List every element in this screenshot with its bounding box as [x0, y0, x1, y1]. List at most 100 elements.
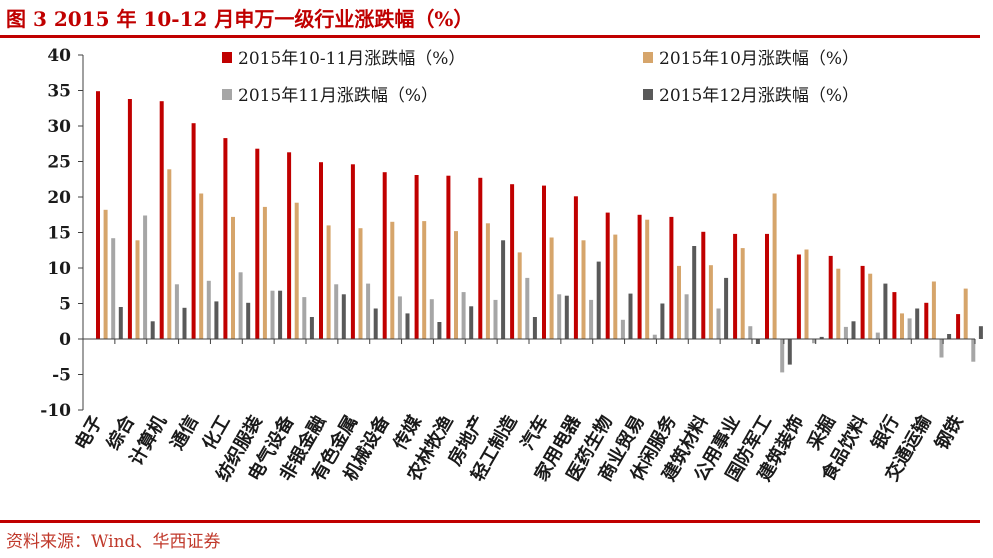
bar — [231, 216, 235, 339]
bar — [780, 339, 785, 373]
bar — [341, 294, 346, 339]
bar — [350, 164, 355, 339]
bar — [939, 339, 944, 358]
bar — [660, 303, 665, 339]
bar — [255, 148, 260, 339]
bar-chart: 4035302520151050-5-10电子综合计算机通信化工纺织服装电气设备… — [40, 46, 983, 486]
figure-header: 图 3 2015 年 10-12 月申万一级行业涨跌幅（%） — [0, 0, 993, 38]
bar — [645, 219, 650, 339]
bar — [366, 283, 371, 339]
bar — [309, 317, 314, 339]
bar — [557, 294, 562, 339]
bar — [150, 321, 155, 340]
bar — [748, 326, 753, 339]
bar — [733, 233, 738, 339]
bar — [135, 240, 140, 339]
x-tick-label: 通信 — [166, 412, 203, 454]
bar — [478, 177, 483, 339]
y-tick-label: 0 — [59, 330, 71, 350]
bar — [589, 299, 594, 339]
x-tick-label: 钢铁 — [930, 412, 967, 454]
bar — [238, 272, 243, 339]
bar — [159, 101, 164, 339]
bar — [542, 185, 546, 339]
bar — [931, 281, 936, 339]
y-tick-label: -10 — [40, 401, 71, 421]
y-tick-label: 30 — [47, 117, 71, 137]
bar — [613, 234, 618, 339]
legend-swatch — [643, 52, 653, 63]
bar — [573, 196, 578, 339]
bar — [334, 284, 339, 339]
y-tick-label: 15 — [47, 224, 71, 244]
bar — [875, 332, 880, 339]
legend: 2015年10-11月涨跌幅（%） 2015年10月涨跌幅（%） 2015年11月涨… — [222, 49, 859, 106]
y-tick-label: 25 — [47, 153, 71, 173]
legend-label: 2015年10-11月涨跌幅（%） — [238, 49, 465, 69]
bar — [206, 280, 211, 339]
bar — [127, 99, 132, 339]
bar — [405, 313, 410, 339]
bar — [819, 336, 824, 339]
figure-title: 图 3 2015 年 10-12 月申万一级行业涨跌幅（%） — [6, 7, 474, 31]
bar — [294, 202, 299, 339]
bar — [692, 246, 697, 339]
bar — [708, 265, 713, 339]
bar — [199, 193, 204, 339]
bar — [978, 326, 983, 339]
bar — [684, 294, 689, 339]
bar — [437, 322, 442, 339]
legend-label: 2015年10月涨跌幅（%） — [659, 49, 859, 69]
y-tick-label: 20 — [47, 188, 71, 208]
bar — [270, 290, 275, 339]
bar — [191, 123, 196, 339]
bar — [971, 339, 976, 362]
bar — [677, 265, 681, 339]
bar — [174, 284, 179, 339]
bar — [581, 240, 586, 339]
bar — [637, 214, 642, 340]
bar — [469, 306, 474, 339]
bar — [223, 138, 228, 339]
bar — [701, 231, 706, 339]
bar — [549, 237, 554, 339]
bar — [525, 277, 530, 339]
bar — [812, 339, 817, 344]
bar — [843, 326, 848, 339]
bar — [787, 339, 792, 365]
y-tick-label: 40 — [47, 46, 71, 66]
bar — [397, 296, 402, 339]
bar — [765, 233, 769, 339]
bar — [669, 216, 674, 339]
bar — [510, 184, 515, 339]
bar — [628, 293, 633, 339]
bar — [214, 301, 219, 339]
bar — [892, 292, 897, 339]
bar — [740, 248, 745, 339]
bar — [167, 169, 172, 339]
y-tick-label: -5 — [52, 366, 71, 386]
bar — [605, 212, 610, 339]
bar — [924, 302, 929, 339]
bar — [446, 175, 451, 339]
legend-swatch — [643, 89, 653, 100]
footer-rule — [0, 520, 980, 523]
bar — [246, 302, 251, 339]
bars-group — [96, 91, 983, 373]
bar — [596, 261, 601, 339]
bar — [278, 290, 283, 339]
bar — [429, 299, 434, 339]
bar — [900, 313, 904, 339]
x-tick-label: 电子 — [70, 412, 107, 454]
bar — [111, 238, 116, 339]
bar — [652, 334, 657, 339]
title-rule — [0, 35, 980, 38]
bar — [796, 254, 801, 339]
bar — [382, 172, 387, 339]
bar — [532, 317, 537, 339]
bar — [485, 223, 490, 339]
bar — [287, 152, 292, 339]
bar — [716, 308, 721, 339]
bar — [454, 231, 458, 339]
bar — [358, 228, 363, 339]
